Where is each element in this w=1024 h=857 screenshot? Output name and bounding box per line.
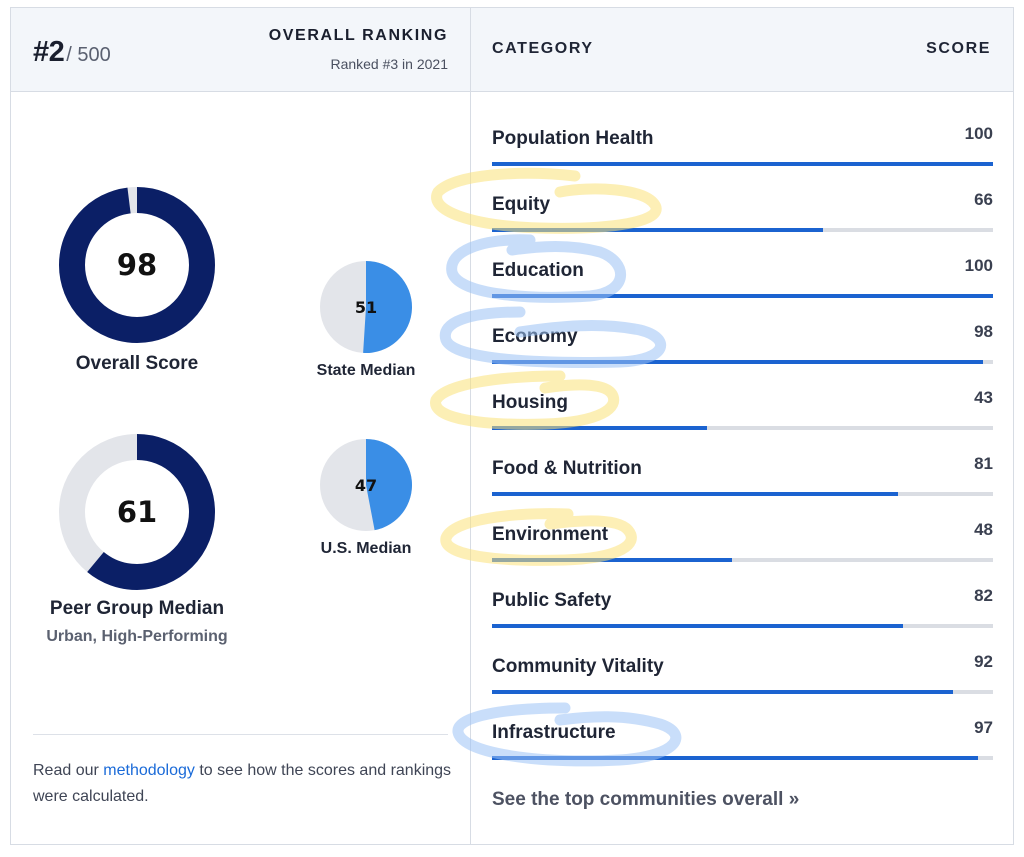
methodology-link[interactable]: methodology [103,762,195,779]
score-bar-fill [492,162,993,166]
score-bar-fill [492,756,978,760]
overall-score-value: 98 [116,248,158,282]
donut-fill [59,434,215,590]
category-row: Education 100 [492,256,993,326]
category-row: Population Health 100 [492,124,993,194]
category-score: 98 [974,322,993,341]
category-name: Equity [492,194,551,215]
overall-score-label: Overall Score [75,353,199,374]
category-score: 100 [964,124,993,143]
score-bar-track [492,360,993,364]
score-bar-fill [492,558,733,562]
category-score: 43 [974,388,993,407]
category-name: Public Safety [492,590,612,611]
rank-total: / 500 [66,44,111,66]
methodology-text-before: Read our [33,762,104,779]
category-row: Economy 98 [492,322,993,392]
category-panel: CATEGORY SCORE Population Health 100 Equ… [471,8,1013,844]
score-bar-fill [492,294,993,298]
state-median-pie: 51 [320,261,412,353]
state-median-label: State Median [316,362,416,379]
us-median-value: 47 [354,475,378,495]
category-row: Housing 43 [492,388,993,458]
category-name: Infrastructure [492,722,616,743]
us-median-chart [320,439,412,531]
score-bar-track [492,294,993,298]
score-bar-fill [492,690,953,694]
score-bar-track [492,558,993,562]
category-score: 97 [974,718,993,737]
score-bar-track [492,426,993,430]
panel-divider [33,734,448,735]
category-header: CATEGORY SCORE [471,8,1013,92]
category-score: 100 [964,256,993,275]
score-bar-fill [492,492,898,496]
category-name: Economy [492,326,578,347]
category-row: Environment 48 [492,520,993,590]
score-bar-track [492,690,993,694]
category-row: Public Safety 82 [492,586,993,656]
peer-group-sublabel: Urban, High-Performing [46,628,228,645]
category-name: Community Vitality [492,656,664,677]
state-median-value: 51 [354,297,378,317]
previous-rank-text: Ranked #3 in 2021 [330,56,448,72]
category-name: Food & Nutrition [492,458,642,479]
peer-group-label: Peer Group Median [49,598,225,619]
category-row: Food & Nutrition 81 [492,454,993,524]
category-name: Environment [492,524,609,545]
score-bar-fill [492,426,708,430]
rank-display: #2/ 500 [33,36,111,69]
category-score: 92 [974,652,993,671]
score-column-header: SCORE [926,40,991,57]
ranking-header: #2/ 500 OVERALL RANKING Ranked #3 in 202… [11,8,470,92]
category-score: 66 [974,190,993,209]
score-bar-track [492,624,993,628]
us-median-pie: 47 [320,439,412,531]
score-bar-fill [492,228,823,232]
category-name: Housing [492,392,568,413]
category-score: 48 [974,520,993,539]
score-bar-fill [492,360,983,364]
category-name: Education [492,260,584,281]
peer-group-value: 61 [116,495,158,529]
overall-score-donut: 98 [59,187,215,343]
overall-ranking-label: OVERALL RANKING [268,27,448,44]
us-median-label: U.S. Median [320,540,412,557]
category-row: Equity 66 [492,190,993,260]
score-bar-track [492,756,993,760]
pie-slice [363,261,412,353]
donut-fill [59,187,215,343]
methodology-text-after: to see how the scores and rankings were … [33,762,452,805]
see-top-communities-link[interactable]: See the top communities overall » [492,789,800,810]
state-median-chart [320,261,412,353]
ranking-card: #2/ 500 OVERALL RANKING Ranked #3 in 202… [10,7,1014,845]
category-column-header: CATEGORY [492,40,594,57]
category-score: 81 [974,454,993,473]
overall-score-ring [59,187,215,343]
category-row: Community Vitality 92 [492,652,993,722]
peer-group-ring [59,434,215,590]
score-bar-track [492,492,993,496]
methodology-note: Read our methodology to see how the scor… [33,758,453,810]
score-panel: #2/ 500 OVERALL RANKING Ranked #3 in 202… [11,8,471,844]
peer-group-donut: 61 [59,434,215,590]
score-bar-fill [492,624,903,628]
category-name: Population Health [492,128,654,149]
category-score: 82 [974,586,993,605]
pie-slice [366,439,412,531]
score-bar-track [492,162,993,166]
rank-number: #2 [33,36,65,68]
score-bar-track [492,228,993,232]
category-row: Infrastructure 97 [492,718,993,788]
